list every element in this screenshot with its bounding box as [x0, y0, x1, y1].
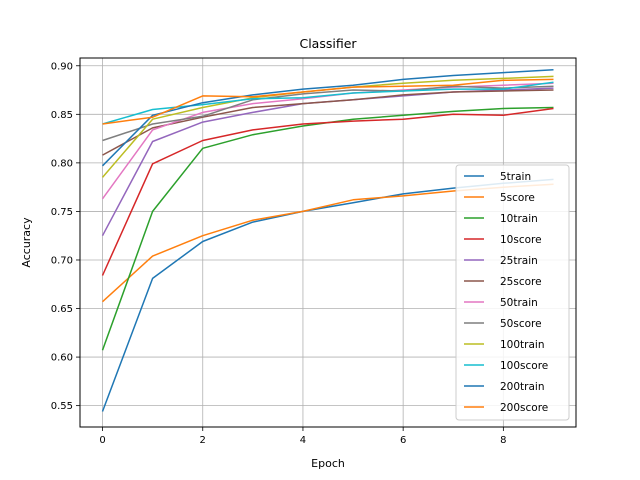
- x-tick-label: 2: [200, 435, 206, 446]
- legend-label: 5score: [500, 192, 535, 204]
- y-tick-label: 0.90: [51, 61, 73, 72]
- legend-label: 100score: [500, 360, 548, 372]
- legend-label: 100train: [500, 339, 544, 351]
- legend-label: 50train: [500, 297, 538, 309]
- chart-title: Classifier: [299, 36, 357, 51]
- y-tick-label: 0.85: [51, 110, 73, 121]
- series-line-10score: [101, 107, 554, 276]
- series-line-200score: [102, 78, 554, 125]
- y-tick-label: 0.60: [51, 353, 73, 364]
- y-tick-label: 0.70: [51, 255, 73, 266]
- x-axis-title: Epoch: [311, 457, 345, 470]
- x-tick-label: 0: [99, 435, 105, 446]
- legend-label: 5train: [500, 171, 531, 183]
- y-tick-label: 0.75: [51, 207, 73, 218]
- legend-label: 10train: [500, 213, 538, 225]
- y-tick-label: 0.55: [51, 401, 73, 412]
- legend-label: 50score: [500, 318, 542, 330]
- series-line-50score: [102, 85, 554, 142]
- legend: 5train 5score 10train 10score 25train 25score…: [455, 164, 570, 421]
- x-tick-label: 8: [500, 435, 506, 446]
- plot-frame: [79, 57, 577, 428]
- legend-box: [455, 164, 570, 421]
- series-line-25score: [102, 89, 554, 156]
- x-tick-label: 6: [400, 435, 406, 446]
- series-line-200train: [101, 68, 554, 167]
- y-tick-label: 0.65: [51, 304, 73, 315]
- legend-label: 10score: [500, 234, 542, 246]
- x-tick-label: 4: [300, 435, 306, 446]
- legend-label: 25score: [500, 276, 542, 288]
- legend-label: 25train: [500, 255, 538, 267]
- series-lines: [101, 68, 554, 412]
- y-tick-label: 0.80: [51, 158, 73, 169]
- axis-ticks: 0 2 4 6 8 0.55 0.60 0.65 0.70 0.75 0.80 0.85 0.90: [51, 61, 507, 446]
- legend-label: 200train: [500, 381, 544, 393]
- legend-label: 200score: [500, 402, 548, 414]
- y-axis-title: Accuracy: [20, 217, 33, 268]
